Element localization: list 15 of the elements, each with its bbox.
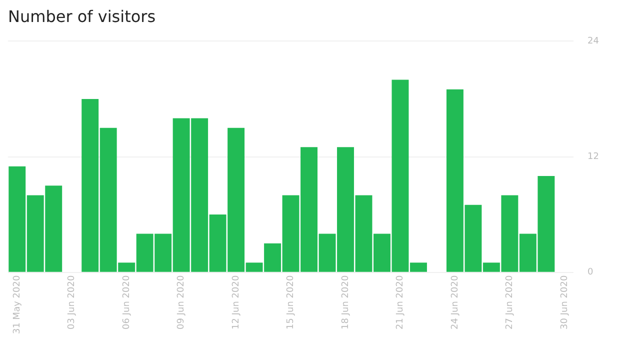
x-tick-label: 31 May 2020 (12, 275, 22, 334)
y-tick-label: 0 (588, 268, 594, 278)
y-tick-label: 12 (588, 152, 599, 162)
x-tick-label: 27 Jun 2020 (505, 275, 516, 330)
chart-title: Number of visitors (8, 6, 156, 26)
y-tick-label: 24 (588, 36, 600, 47)
x-tick-label: 03 Jun 2020 (67, 275, 78, 330)
x-tick-label: 09 Jun 2020 (176, 275, 187, 330)
x-tick-label: 15 Jun 2020 (286, 275, 296, 330)
x-tick-label: 12 Jun 2020 (231, 275, 242, 330)
x-tick-label: 24 Jun 2020 (450, 275, 460, 330)
x-tick-label: 30 Jun 2020 (560, 275, 570, 330)
x-tick-label: 21 Jun 2020 (396, 275, 406, 330)
x-tick-label: 18 Jun 2020 (340, 275, 351, 330)
x-tick-label: 06 Jun 2020 (122, 275, 132, 330)
